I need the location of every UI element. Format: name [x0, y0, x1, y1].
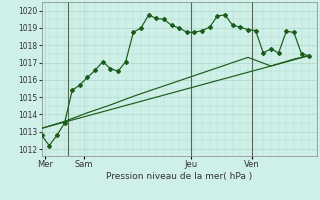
X-axis label: Pression niveau de la mer( hPa ): Pression niveau de la mer( hPa ) [106, 172, 252, 181]
